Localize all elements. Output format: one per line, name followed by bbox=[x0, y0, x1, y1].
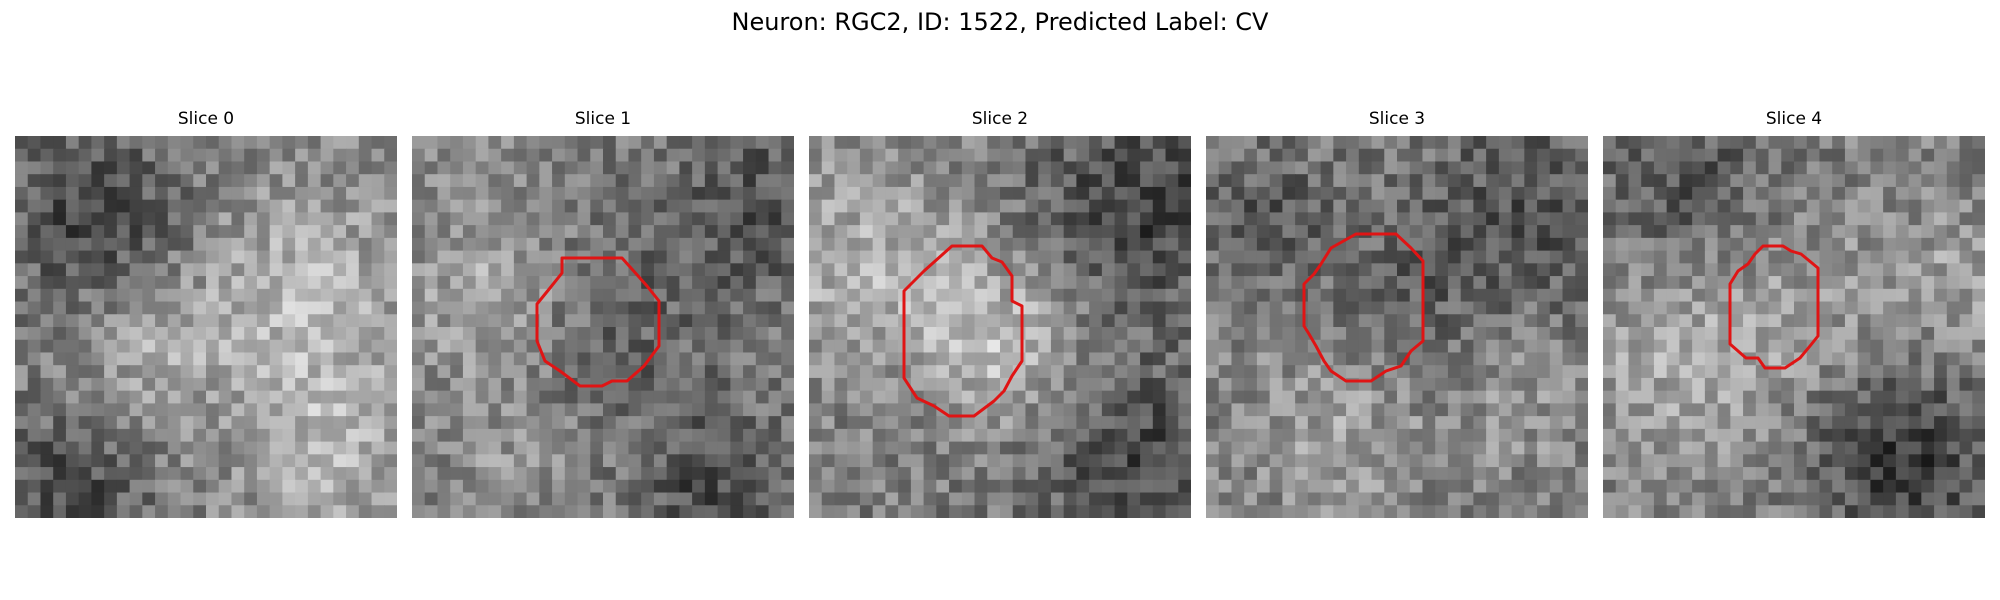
slice-pixel-texture bbox=[809, 136, 1191, 518]
slice-pixel-texture bbox=[1603, 136, 1985, 518]
slice-pixel-texture bbox=[412, 136, 794, 518]
slice-panel-0: Slice 0 bbox=[15, 108, 397, 520]
slice-title: Slice 3 bbox=[1368, 109, 1426, 129]
slice-title: Slice 0 bbox=[177, 109, 235, 129]
slice-pixel-texture bbox=[1206, 136, 1588, 518]
neuron-outline bbox=[1728, 244, 1820, 370]
slice-image bbox=[15, 136, 397, 518]
slice-title: Slice 2 bbox=[971, 109, 1029, 129]
slice-image bbox=[1206, 136, 1588, 518]
slice-title: Slice 1 bbox=[574, 109, 632, 129]
neuron-outline bbox=[1302, 232, 1425, 383]
slice-title: Slice 4 bbox=[1765, 109, 1823, 129]
slice-pixel-texture bbox=[15, 136, 397, 518]
slice-panel-2: Slice 2 bbox=[809, 108, 1191, 520]
slice-image bbox=[1603, 136, 1985, 518]
slice-panel-3: Slice 3 bbox=[1206, 108, 1588, 520]
neuron-outline bbox=[902, 244, 1024, 418]
slice-panel-4: Slice 4 bbox=[1603, 108, 1985, 520]
figure-title: Neuron: RGC2, ID: 1522, Predicted Label:… bbox=[731, 8, 1269, 36]
slice-panel-1: Slice 1 bbox=[412, 108, 794, 520]
slice-image bbox=[412, 136, 794, 518]
neuron-outline bbox=[535, 256, 661, 388]
slice-image bbox=[809, 136, 1191, 518]
